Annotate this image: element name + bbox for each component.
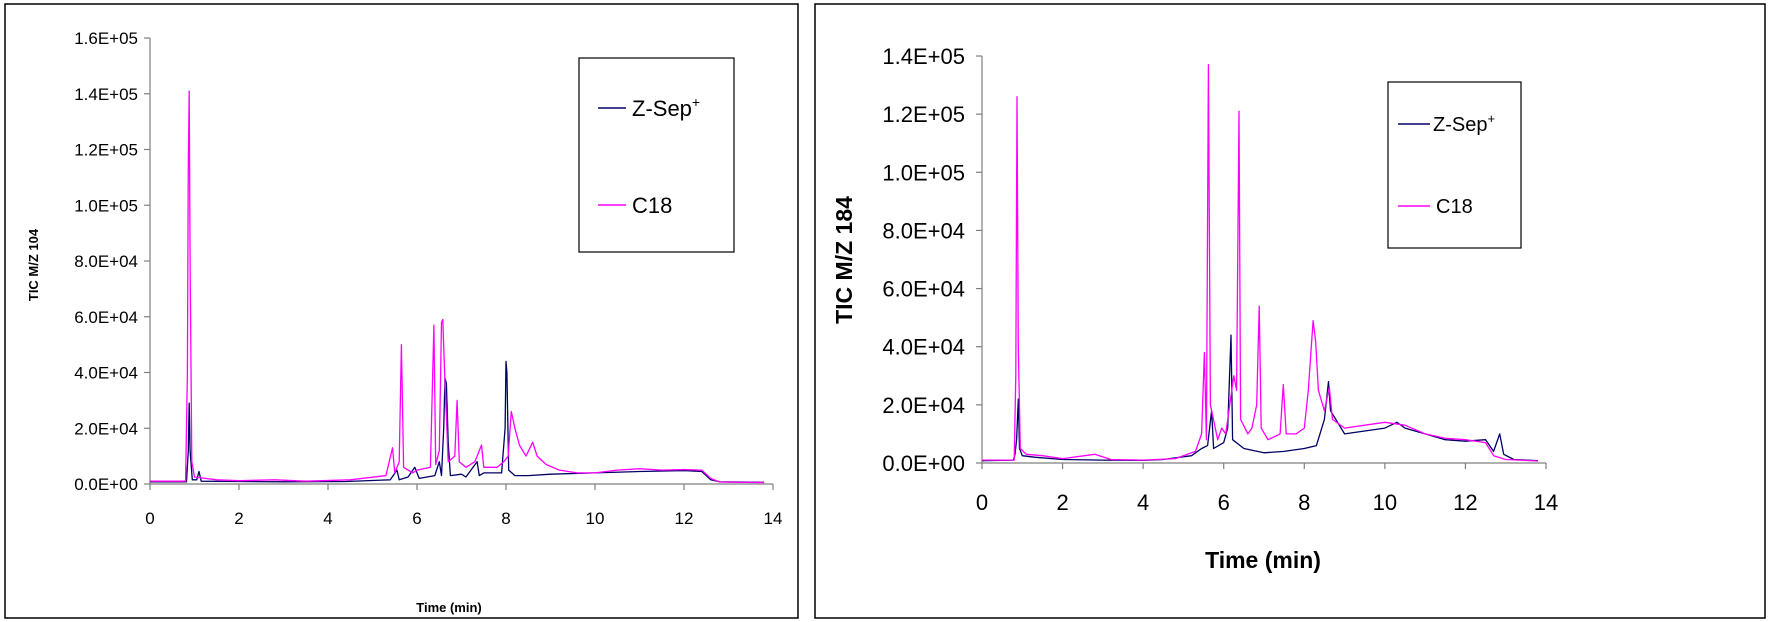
y-tick-label: 6.0E+04 xyxy=(74,308,138,327)
legend: Z-Sep+ C18 xyxy=(578,57,735,253)
y-tick-label: 1.6E+05 xyxy=(74,29,138,48)
y-tick-label: 8.0E+04 xyxy=(882,218,965,243)
x-tick-label: 14 xyxy=(764,509,783,528)
y-tick-label: 2.0E+04 xyxy=(74,419,138,438)
x-tick-label: 4 xyxy=(1137,490,1149,515)
series-line-c18 xyxy=(982,64,1538,462)
x-tick-label: 10 xyxy=(586,509,605,528)
chart-frame xyxy=(814,3,1766,619)
y-tick-label: 1.0E+05 xyxy=(882,160,965,185)
y-tick-label: 1.2E+05 xyxy=(882,102,965,127)
legend-label-zsep: Z-Sep+ xyxy=(632,94,700,121)
y-axis-label: TIC M/Z 104 xyxy=(26,228,41,301)
y-tick-label: 0.0E+00 xyxy=(74,475,138,494)
series-line-zsep xyxy=(981,334,1538,462)
legend-box xyxy=(1387,81,1522,249)
x-tick-label: 8 xyxy=(1298,490,1310,515)
y-tick-label: 2.0E+04 xyxy=(882,393,965,418)
chart-tic-mz184: 0.0E+00 2.0E+04 4.0E+04 6.0E+04 8.0E+04 1.0E+… xyxy=(814,3,1766,619)
y-tick-label: 1.0E+05 xyxy=(74,196,138,215)
x-tick-label: 4 xyxy=(323,509,332,528)
series-line-c18 xyxy=(150,90,765,484)
legend-label-c18: C18 xyxy=(632,193,672,218)
x-axis-label: Time (min) xyxy=(1205,547,1321,573)
y-tick-label: 0.0E+00 xyxy=(882,451,965,476)
x-tick-label: 12 xyxy=(1453,490,1477,515)
x-tick-label: 10 xyxy=(1373,490,1397,515)
x-tick-label: 8 xyxy=(501,509,510,528)
x-axis-label: Time (min) xyxy=(416,600,482,615)
y-tick-label: 8.0E+04 xyxy=(74,252,138,271)
axes: 0.0E+00 2.0E+04 4.0E+04 6.0E+04 8.0E+04 1.0E+… xyxy=(74,29,782,528)
x-tick-label: 2 xyxy=(234,509,243,528)
y-tick-label: 1.4E+05 xyxy=(74,85,138,104)
series-group xyxy=(981,64,1538,462)
x-tick-label: 12 xyxy=(675,509,694,528)
x-tick-label: 6 xyxy=(412,509,421,528)
axes: 0.0E+00 2.0E+04 4.0E+04 6.0E+04 8.0E+04 1.0E+… xyxy=(882,44,1558,515)
x-tick-label: 0 xyxy=(976,490,988,515)
y-tick-label: 6.0E+04 xyxy=(882,277,965,302)
x-tick-label: 0 xyxy=(145,509,154,528)
series-line-zsep xyxy=(150,360,765,483)
chart-tic-mz104: 0.0E+00 2.0E+04 4.0E+04 6.0E+04 8.0E+04 1.0E+… xyxy=(4,3,799,619)
legend-label-c18: C18 xyxy=(1436,196,1473,218)
y-tick-label: 1.2E+05 xyxy=(74,141,138,160)
x-tick-label: 6 xyxy=(1218,490,1230,515)
legend-box xyxy=(578,57,735,253)
x-tick-label: 2 xyxy=(1056,490,1068,515)
legend-label-zsep: Z-Sep+ xyxy=(1433,111,1495,136)
y-axis-label: TIC M/Z 184 xyxy=(831,196,857,324)
y-tick-label: 4.0E+04 xyxy=(74,364,138,383)
x-tick-label: 14 xyxy=(1534,490,1558,515)
legend: Z-Sep+ C18 xyxy=(1387,81,1522,249)
series-group xyxy=(150,90,765,484)
y-tick-label: 1.4E+05 xyxy=(882,44,965,69)
y-tick-label: 4.0E+04 xyxy=(882,335,965,360)
